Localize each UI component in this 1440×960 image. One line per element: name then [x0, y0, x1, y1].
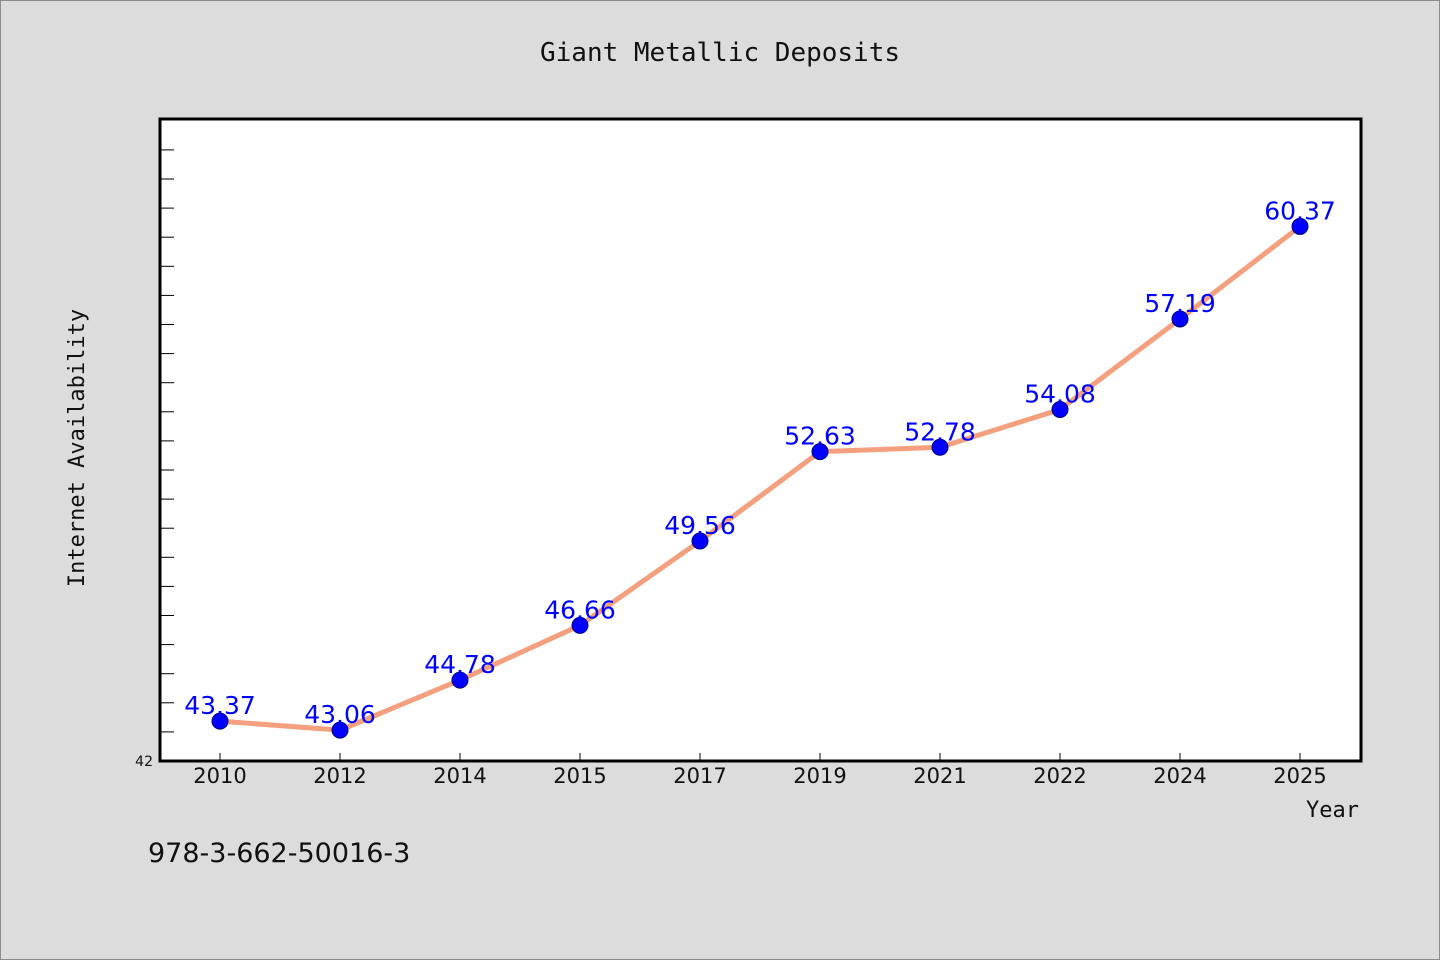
y-axis-label: Internet Availability: [65, 309, 90, 587]
x-tick-label: 2021: [913, 764, 966, 788]
x-tick-label: 2017: [673, 764, 726, 788]
series-line: [217, 223, 1303, 733]
data-label: 54.08: [1024, 379, 1096, 408]
data-label: 46.66: [544, 595, 616, 624]
data-point: [211, 712, 229, 730]
y-tick-label: 42: [135, 754, 153, 770]
y-tick-marks: [160, 149, 174, 733]
data-label: 44.78: [424, 650, 496, 679]
x-tick-label: 2022: [1033, 764, 1086, 788]
plot-area: [158, 117, 1363, 763]
data-point: [571, 616, 589, 634]
data-point: [931, 438, 949, 456]
data-label: 43.06: [304, 700, 376, 729]
data-point: [811, 443, 829, 461]
data-label: 43.37: [184, 691, 256, 720]
data-point: [1051, 400, 1069, 418]
data-point: [331, 721, 349, 739]
x-tick-label: 2015: [553, 764, 606, 788]
x-tick-marks: [219, 753, 1301, 761]
data-label: 49.56: [664, 511, 736, 540]
data-label: 52.78: [904, 417, 976, 446]
data-label: 52.63: [784, 422, 856, 451]
series-group: [211, 217, 1309, 739]
data-label: 60.37: [1264, 196, 1336, 225]
data-point: [451, 671, 469, 689]
data-label: 57.19: [1144, 289, 1216, 318]
data-point: [1291, 217, 1309, 235]
x-tick-label: 2014: [433, 764, 486, 788]
x-axis-label: Year: [1306, 798, 1359, 823]
x-tick-label: 2012: [313, 764, 366, 788]
x-tick-label: 2024: [1153, 764, 1206, 788]
data-point: [691, 532, 709, 550]
x-tick-label: 2025: [1273, 764, 1326, 788]
chart-title: Giant Metallic Deposits: [540, 38, 900, 68]
data-labels: 43.37 43.06 44.78 46.66 49.56 52.63 52.78 54.08…: [184, 196, 1336, 729]
x-tick-label: 2010: [193, 764, 246, 788]
x-tick-labels: 2010 2012 2014 2015 2017 2019 2021 2022 2024 2025: [193, 764, 1326, 788]
data-point: [1171, 310, 1189, 328]
isbn-code: 978-3-662-50016-3: [148, 838, 410, 869]
x-tick-label: 2019: [793, 764, 846, 788]
